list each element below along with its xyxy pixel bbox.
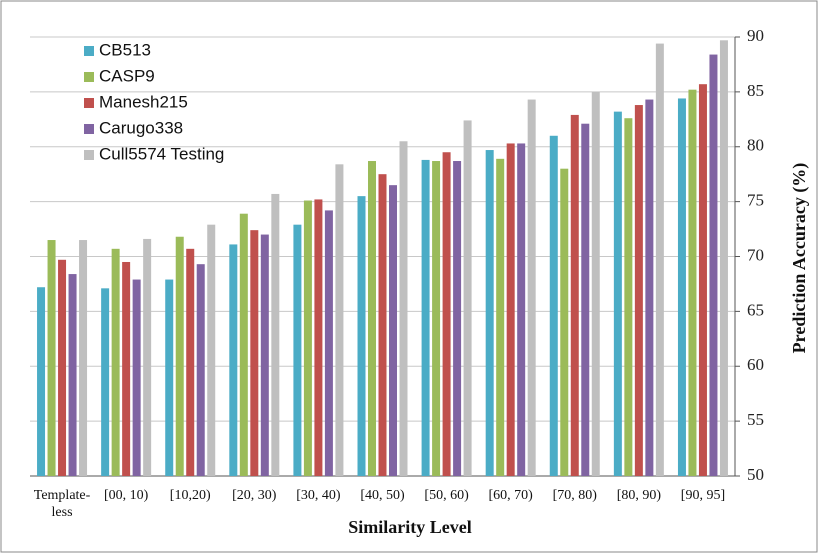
bar [122, 261, 131, 476]
bar [453, 161, 462, 476]
bar [506, 143, 515, 476]
bar [421, 159, 430, 477]
bar [655, 43, 664, 477]
bar [79, 240, 88, 476]
bar [688, 89, 697, 477]
bar [613, 111, 622, 476]
bar [698, 84, 707, 476]
bar [303, 200, 312, 476]
bar [324, 210, 333, 476]
bar [111, 248, 120, 476]
bar [314, 199, 323, 476]
x-tick-label: [30, 40) [296, 488, 341, 503]
legend-swatch [84, 72, 94, 82]
y-tick-label: 55 [747, 410, 764, 429]
y-tick-label: 60 [747, 355, 764, 374]
bar [485, 150, 494, 477]
bar [442, 152, 451, 477]
bar [175, 236, 184, 476]
legend-swatch [84, 46, 94, 56]
bar [143, 238, 152, 476]
bar [709, 54, 718, 477]
bar [335, 164, 344, 476]
bar [271, 193, 280, 476]
bar [250, 230, 259, 476]
bar [389, 185, 397, 476]
x-axis-title: Similarity Level [348, 517, 471, 537]
legend-label: Manesh215 [99, 92, 188, 111]
y-tick-label: 70 [747, 245, 764, 264]
y-tick-label: 50 [747, 465, 764, 484]
bar [560, 168, 569, 476]
x-tick-label: [00, 10) [103, 488, 149, 503]
x-tick-label: [40, 50) [360, 488, 405, 503]
bar [47, 240, 56, 476]
legend-label: Cull5574 Testing [99, 144, 224, 163]
legend-label: Carugo338 [99, 118, 183, 137]
bar [101, 288, 110, 476]
bar [68, 274, 77, 476]
bar [591, 91, 600, 476]
y-tick-label: 80 [747, 136, 764, 155]
bar [517, 143, 526, 476]
bar [186, 248, 195, 476]
bar [527, 99, 536, 477]
bar [378, 174, 387, 476]
y-tick-label: 90 [747, 26, 764, 45]
bar [132, 279, 141, 476]
legend-swatch [84, 150, 94, 160]
x-tick-label: [10,20) [169, 488, 211, 503]
legend-swatch [84, 98, 94, 108]
legend-label: CASP9 [99, 66, 155, 85]
bar [645, 99, 654, 477]
x-tick-label: [20, 30) [232, 488, 277, 503]
bar [570, 114, 579, 477]
bar [165, 279, 174, 476]
x-tick-label: [80, 90) [616, 488, 662, 503]
x-tick-label: [90, 95] [680, 488, 726, 503]
bar [432, 161, 441, 476]
legend-swatch [84, 124, 94, 134]
x-tick-label: [70, 80) [552, 488, 597, 503]
x-tick-label: [50, 60) [424, 488, 469, 503]
x-tick-label: [60, 70) [488, 488, 533, 503]
bar [196, 264, 205, 476]
y-axis-title: Prediction Accuracy (%) [789, 163, 810, 354]
bar [260, 234, 269, 476]
bar [496, 158, 505, 476]
y-tick-label: 65 [747, 300, 764, 319]
bar [293, 224, 302, 476]
bar [677, 98, 686, 477]
bar [357, 196, 366, 476]
y-tick-label: 75 [747, 191, 764, 210]
y-tick-label: 85 [747, 81, 764, 100]
bar [58, 259, 67, 476]
bar [229, 244, 238, 476]
bar [368, 161, 376, 476]
bar [549, 135, 558, 476]
legend-label: CB513 [99, 40, 151, 59]
bar [634, 105, 643, 477]
bar [463, 120, 472, 476]
bar [719, 40, 728, 476]
bar [37, 287, 46, 476]
bar [399, 141, 408, 476]
bar [624, 118, 633, 476]
bar [239, 213, 248, 476]
bar [207, 224, 216, 476]
bar [581, 123, 590, 476]
x-tick-label: Template-less [33, 488, 91, 520]
